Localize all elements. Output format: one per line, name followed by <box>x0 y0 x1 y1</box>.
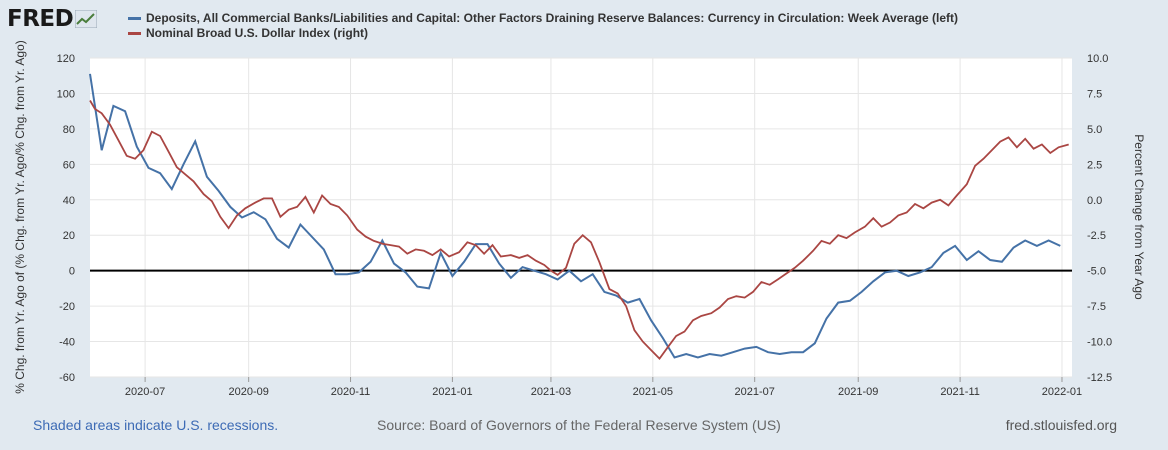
fred-url[interactable]: fred.stlouisfed.org <box>1005 417 1117 433</box>
x-tick-label: 2021-03 <box>531 386 571 398</box>
y-right-tick-label: -12.5 <box>1087 372 1112 384</box>
x-tick-label: 2021-07 <box>734 386 774 398</box>
y-left-tick-label: -40 <box>59 337 75 349</box>
y-left-tick-label: 60 <box>63 159 75 171</box>
y-right-tick-label: 0.0 <box>1087 195 1102 207</box>
x-tick-label: 2020-09 <box>228 386 268 398</box>
y-left-tick-label: 120 <box>57 53 75 65</box>
y-right-tick-label: 2.5 <box>1087 159 1102 171</box>
trend-chart-icon <box>75 10 98 28</box>
y-right-tick-label: -10.0 <box>1087 337 1112 349</box>
legend-swatch-2 <box>128 31 141 35</box>
right-axis-title: Percent Change from Year Ago <box>1132 134 1146 300</box>
x-tick-label: 2021-05 <box>633 386 673 398</box>
y-left-tick-label: 0 <box>69 266 75 278</box>
recession-note: Shaded areas indicate U.S. recessions. <box>33 417 279 433</box>
legend-item-series-1[interactable]: Deposits, All Commercial Banks/Liabiliti… <box>128 11 958 25</box>
x-tick-label: 2020-07 <box>125 386 165 398</box>
legend-label-2: Nominal Broad U.S. Dollar Index (right) <box>146 26 369 40</box>
left-axis-title: % Chg. from Yr. Ago of (% Chg. from Yr. … <box>13 40 27 394</box>
fred-logo[interactable]: FRED <box>7 6 98 32</box>
x-tick-label: 2021-09 <box>838 386 878 398</box>
y-right-tick-label: 7.5 <box>1087 88 1102 100</box>
x-tick-label: 2021-01 <box>432 386 472 398</box>
chart-area: 120 100 80 60 40 20 0 -20 -40 -60 10.0 7.5 5.0 2.5 0.… <box>13 40 1146 398</box>
y-right-tick-label: -7.5 <box>1087 301 1106 313</box>
y-left-tick-label: 20 <box>63 230 75 242</box>
legend-swatch-1 <box>128 16 141 20</box>
source-text: Source: Board of Governors of the Federa… <box>377 417 781 433</box>
y-left-tick-label: -60 <box>59 372 75 384</box>
y-right-tick-label: -2.5 <box>1087 230 1106 242</box>
x-tick-label: 2020-11 <box>331 386 371 398</box>
x-tick-label: 2021-11 <box>940 386 980 398</box>
x-tick-label: 2022-01 <box>1042 386 1082 398</box>
y-right-tick-label: -5.0 <box>1087 266 1106 278</box>
fred-logo-text: FRED <box>7 6 74 32</box>
series-1-line <box>89 73 1061 359</box>
series-2-line <box>89 100 1069 360</box>
y-left-tick-label: 100 <box>57 88 75 100</box>
legend-label-1: Deposits, All Commercial Banks/Liabiliti… <box>146 11 959 25</box>
legend-item-series-2[interactable]: Nominal Broad U.S. Dollar Index (right) <box>128 26 368 40</box>
y-right-tick-label: 5.0 <box>1087 124 1102 136</box>
y-left-tick-label: 80 <box>63 124 75 136</box>
y-right-tick-label: 10.0 <box>1087 53 1108 65</box>
y-left-tick-label: 40 <box>63 195 75 207</box>
plot-background <box>90 58 1072 377</box>
y-left-tick-label: -20 <box>59 301 75 313</box>
